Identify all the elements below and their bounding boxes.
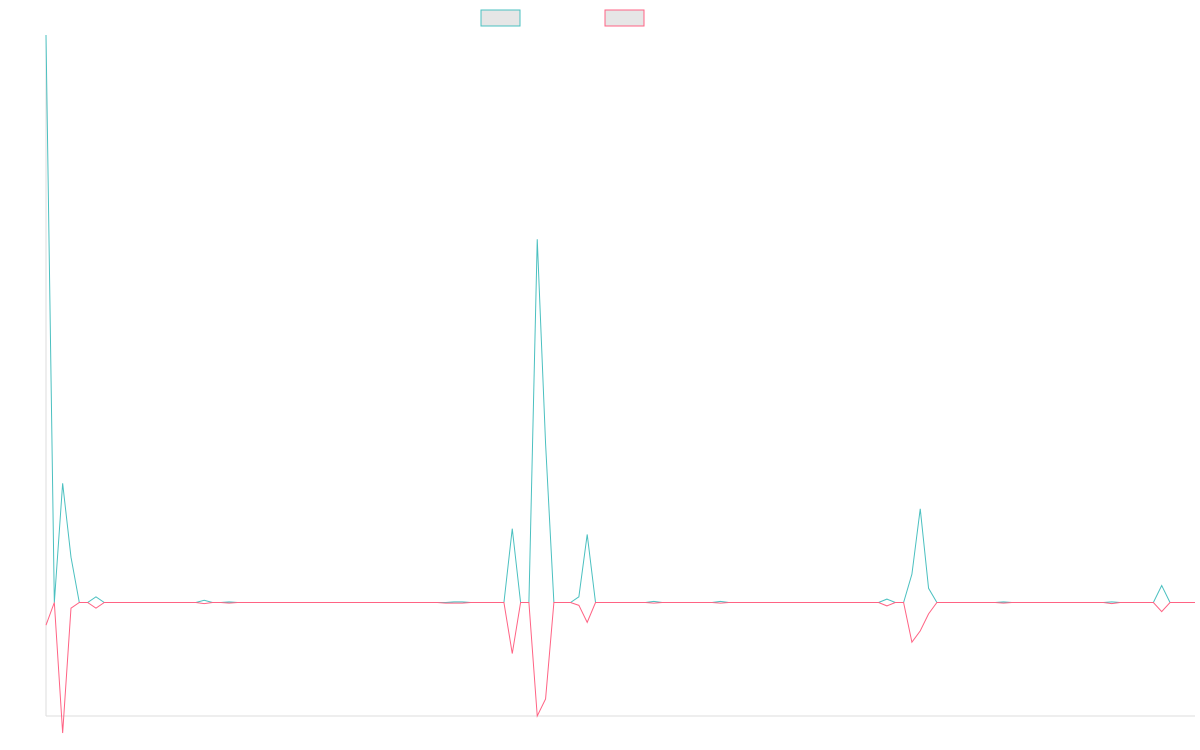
plot-area	[45, 34, 1195, 734]
axes	[45, 35, 1195, 717]
legend	[480, 9, 645, 27]
legend-swatch-series-a[interactable]	[480, 9, 521, 27]
series-line-b	[45, 602, 1195, 734]
legend-swatch-series-b[interactable]	[604, 9, 645, 27]
series-line-a	[45, 34, 1195, 603]
